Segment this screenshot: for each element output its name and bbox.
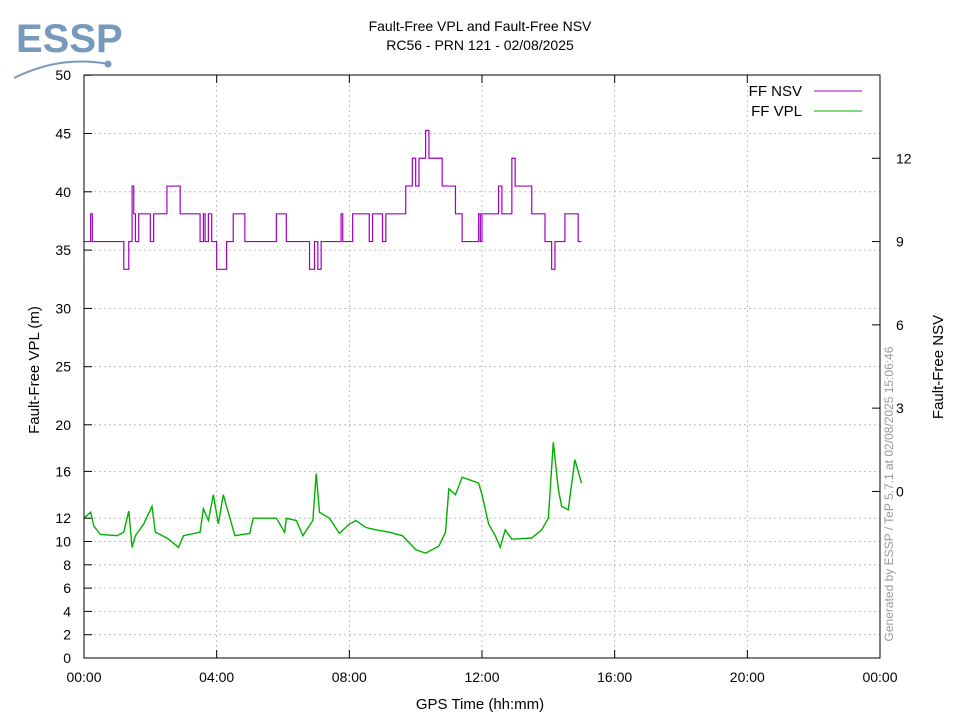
x-tick-label: 08:00 bbox=[332, 669, 367, 685]
legend-label-nsv: FF NSV bbox=[749, 83, 802, 100]
y2-axis-label: Fault-Free NSV bbox=[930, 315, 947, 419]
chart-subtitle: RC56 - PRN 121 - 02/08/2025 bbox=[386, 37, 574, 53]
y-tick-label: 40 bbox=[55, 184, 71, 200]
y-tick-label: 30 bbox=[55, 300, 71, 316]
y2-tick-label: 12 bbox=[896, 150, 912, 166]
y-tick-label: 45 bbox=[55, 126, 71, 142]
y-tick-label: 8 bbox=[63, 557, 71, 573]
logo-dot bbox=[104, 60, 112, 68]
chart-title: Fault-Free VPL and Fault-Free NSV bbox=[369, 18, 592, 34]
y2-tick-label: 0 bbox=[896, 483, 904, 499]
y-tick-label: 4 bbox=[63, 603, 71, 619]
y-tick-label: 25 bbox=[55, 359, 71, 375]
series-line-ff-nsv bbox=[84, 129, 582, 270]
logo-arc bbox=[13, 60, 109, 79]
logo-text: ESSP bbox=[16, 17, 123, 61]
y-tick-label: 12 bbox=[55, 510, 71, 526]
generated-note: Generated by ESSP / TeP 5.7.1 at 02/08/2… bbox=[882, 346, 896, 641]
y-tick-label: 16 bbox=[55, 463, 71, 479]
x-tick-label: 00:00 bbox=[862, 669, 897, 685]
x-tick-label: 12:00 bbox=[464, 669, 499, 685]
y-tick-label: 6 bbox=[63, 580, 71, 596]
y-axis-label: Fault-Free VPL (m) bbox=[26, 306, 43, 434]
y-tick-label: 50 bbox=[55, 67, 71, 83]
y2-tick-label: 6 bbox=[896, 317, 904, 333]
x-tick-label: 04:00 bbox=[199, 669, 234, 685]
y2-tick-label: 9 bbox=[896, 234, 904, 250]
y-tick-label: 2 bbox=[63, 627, 71, 643]
grid-lines bbox=[84, 75, 880, 658]
x-tick-label: 00:00 bbox=[66, 669, 101, 685]
legend: FF NSV FF VPL bbox=[749, 83, 862, 120]
y-tick-label: 0 bbox=[63, 650, 71, 666]
y-tick-label: 10 bbox=[55, 534, 71, 550]
x-axis-label: GPS Time (hh:mm) bbox=[416, 696, 544, 713]
series-lines bbox=[83, 129, 583, 554]
y-tick-label: 35 bbox=[55, 242, 71, 258]
x-tick-label: 20:00 bbox=[730, 669, 765, 685]
essp-logo: ESSP bbox=[13, 17, 123, 79]
legend-label-vpl: FF VPL bbox=[751, 103, 802, 120]
x-tick-label: 16:00 bbox=[597, 669, 632, 685]
series-line-ff-vpl bbox=[83, 442, 583, 554]
y-tick-label: 20 bbox=[55, 417, 71, 433]
y2-tick-label: 3 bbox=[896, 400, 904, 416]
plot-frame bbox=[83, 74, 881, 659]
